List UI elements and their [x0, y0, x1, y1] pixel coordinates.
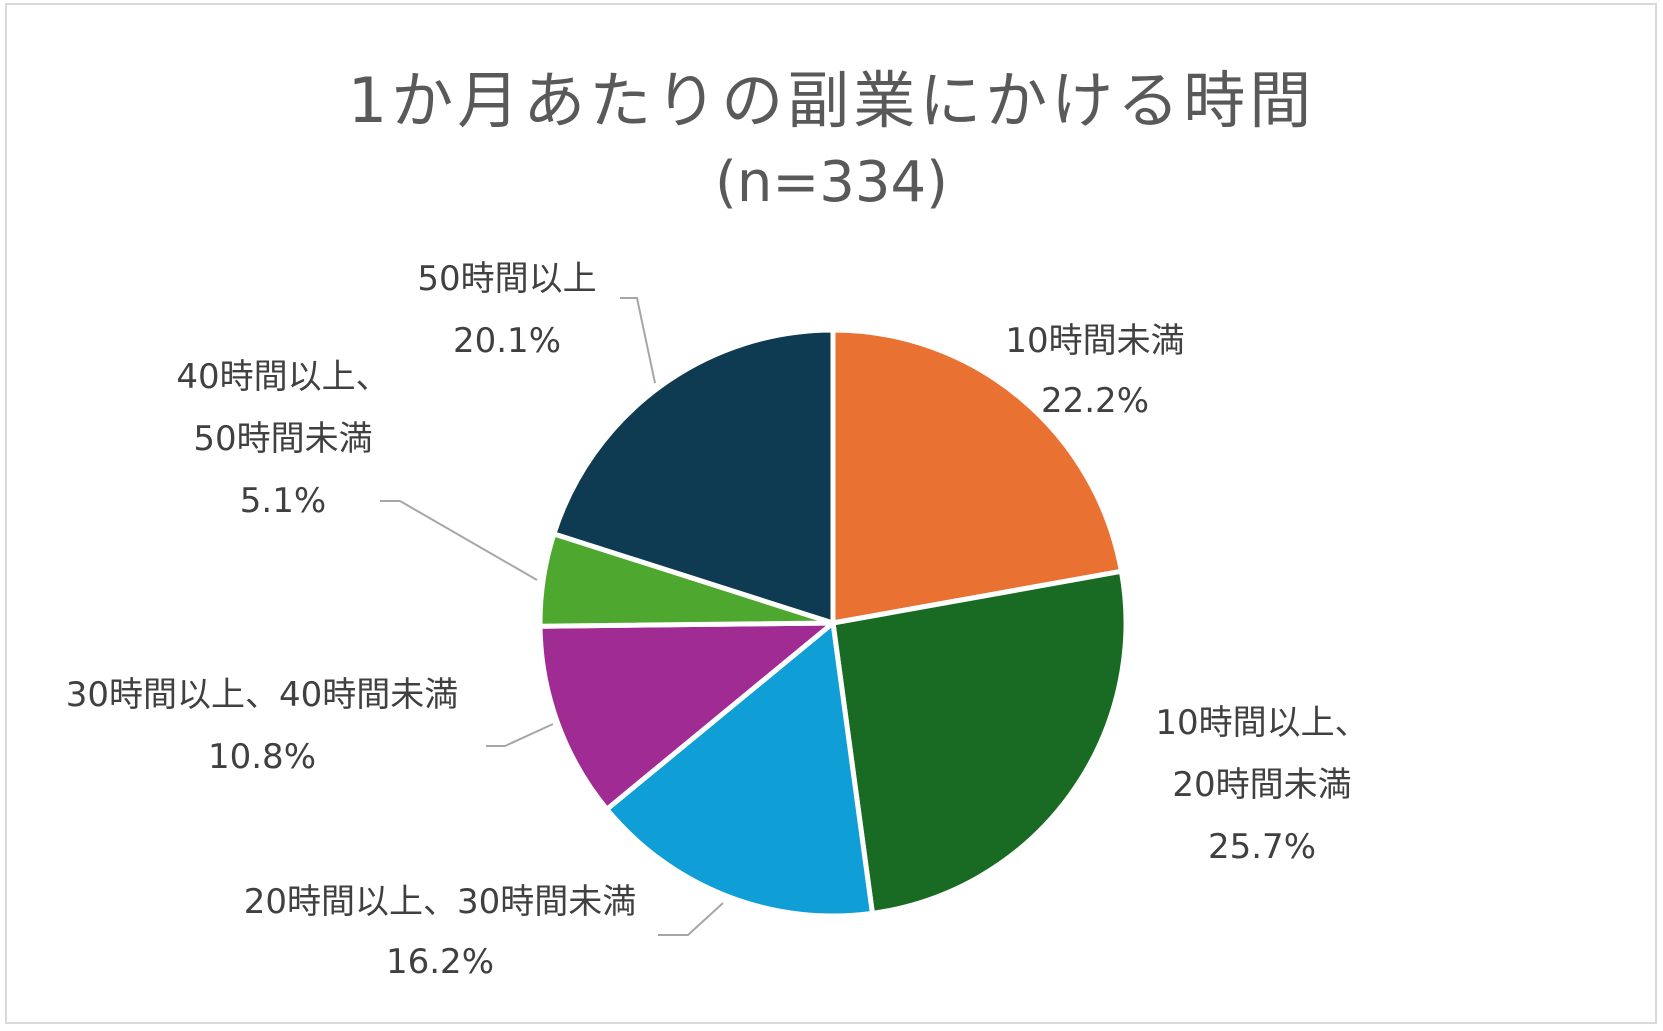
leader-line-4: [486, 723, 554, 747]
slice-category-label: 10時間以上、: [1155, 703, 1368, 743]
leader-line-6: [620, 297, 656, 384]
slice-category-label: 30時間以上、40時間未満: [66, 675, 459, 715]
slice-percent-label: 22.2%: [1041, 381, 1149, 421]
slice-percent-label: 16.2%: [386, 942, 494, 982]
chart-subtitle: (n=334): [715, 150, 948, 215]
pie-slice-2: [830, 568, 1129, 916]
pie-slice-4: [537, 620, 836, 812]
pie-slice-1: [830, 327, 1124, 626]
slice-category-label: 40時間以上、: [176, 357, 389, 397]
pie-slice-3: [604, 620, 875, 919]
leader-line-3: [658, 902, 724, 936]
slice-category-label: 20時間未満: [1172, 765, 1351, 805]
slice-category-label: 10時間未満: [1005, 321, 1184, 361]
slice-category-label: 50時間未満: [193, 419, 372, 459]
chart-title: 1か月あたりの副業にかける時間: [347, 64, 1316, 137]
slice-category-label: 20時間以上、30時間未満: [244, 882, 637, 922]
slice-percent-label: 5.1%: [240, 481, 326, 521]
slice-percent-label: 20.1%: [453, 321, 561, 361]
slice-percent-label: 10.8%: [208, 737, 316, 777]
pie-slice-6: [551, 327, 836, 626]
leader-line-5: [380, 500, 538, 581]
slice-percent-label: 25.7%: [1208, 827, 1316, 867]
slice-category-label: 50時間以上: [417, 259, 596, 299]
